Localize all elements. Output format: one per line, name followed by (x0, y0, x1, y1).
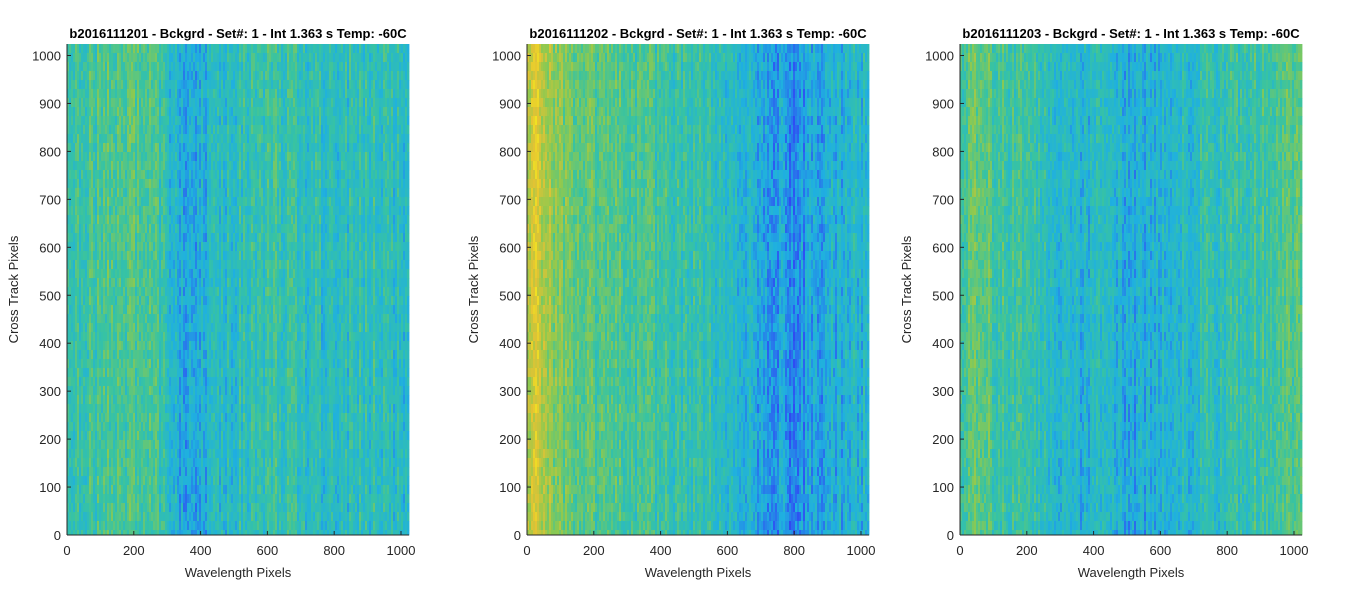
heatmap-image (67, 44, 409, 535)
figure: 0 200 400 600 800 100001002003004005006007008… (0, 0, 1350, 600)
heatmap-panel-1: 0 200 400 600 800 100001002003004005006007008… (6, 26, 415, 580)
